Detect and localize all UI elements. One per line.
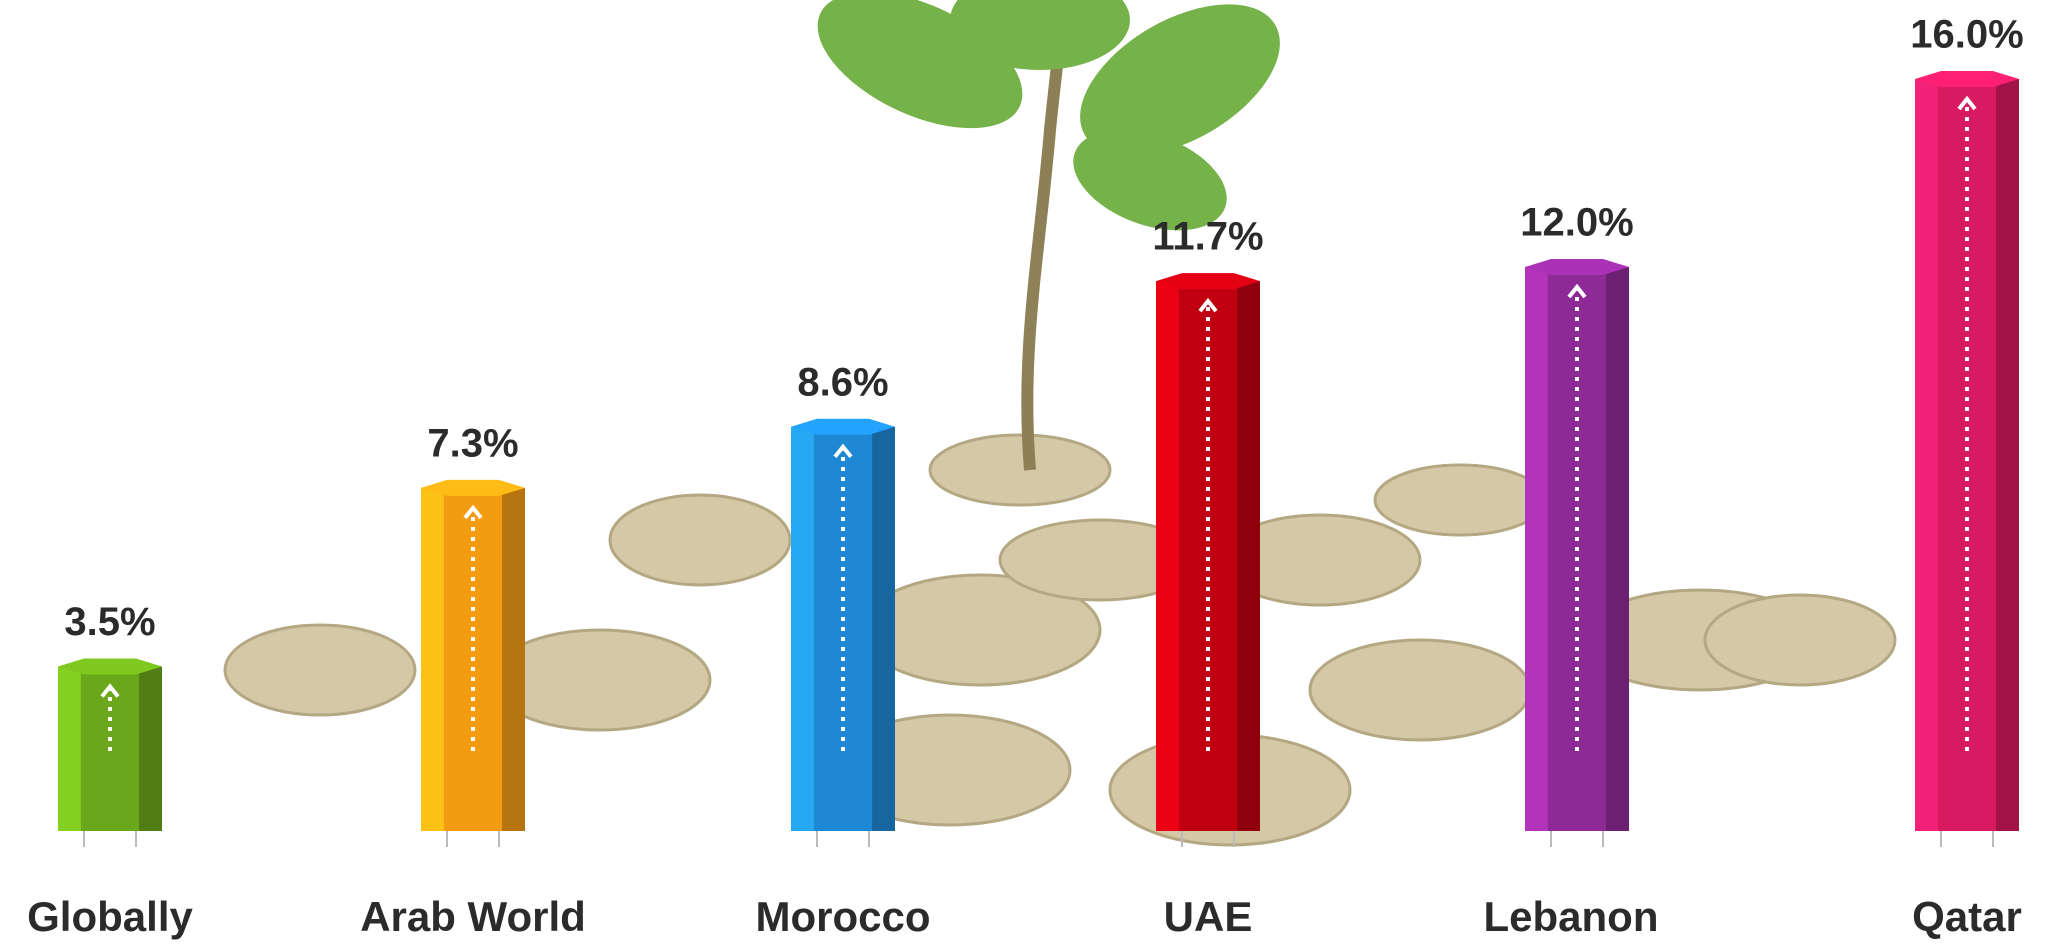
bar-shadow <box>1237 281 1260 832</box>
bar-shadow <box>1996 79 2019 831</box>
bar-highlight <box>421 487 444 831</box>
category-label: Morocco <box>755 893 930 940</box>
value-label: 11.7% <box>1152 215 1263 259</box>
leaf <box>1073 129 1227 231</box>
category-label: Lebanon <box>1484 893 1659 940</box>
category-label: Globally <box>27 893 193 940</box>
coin <box>1308 638 1532 742</box>
bar-cap <box>421 479 525 496</box>
bar-cap <box>58 658 162 675</box>
leaf <box>1080 4 1280 156</box>
bar-shadow <box>872 426 895 831</box>
bar-cap <box>791 418 895 435</box>
bar-shadow <box>1606 267 1629 831</box>
leaf <box>950 0 1130 70</box>
bar-highlight <box>791 426 814 831</box>
bar-highlight <box>1525 267 1548 831</box>
bar-arrow-head <box>1957 95 1977 111</box>
bar-highlight <box>1156 281 1179 832</box>
coin <box>1703 593 1897 687</box>
value-label: 8.6% <box>797 360 888 404</box>
bar-arrow-head <box>833 443 853 459</box>
value-label: 12.0% <box>1520 201 1633 245</box>
bar-cap <box>1525 259 1629 275</box>
category-label: Arab World <box>360 893 586 940</box>
coin <box>608 493 792 587</box>
value-label: 7.3% <box>427 421 518 465</box>
coin <box>223 623 417 717</box>
category-label: UAE <box>1164 893 1253 940</box>
coin <box>928 433 1112 507</box>
bar-cap <box>1915 71 2019 87</box>
bar-cap <box>1156 273 1260 290</box>
bar-highlight <box>58 666 81 831</box>
bar-arrow-head <box>1567 283 1587 299</box>
value-label: 16.0% <box>1910 13 2023 57</box>
bar-highlight <box>1915 79 1938 831</box>
bar-arrow-head <box>1198 297 1218 313</box>
value-label: 3.5% <box>64 600 155 644</box>
bar-shadow <box>139 666 162 831</box>
stem <box>1021 0 1071 471</box>
coin <box>1373 463 1547 537</box>
bar-arrow-head <box>100 683 120 698</box>
bar-arrow-head <box>463 504 483 520</box>
category-label: Qatar <box>1912 893 2022 940</box>
bar-shadow <box>502 487 525 831</box>
